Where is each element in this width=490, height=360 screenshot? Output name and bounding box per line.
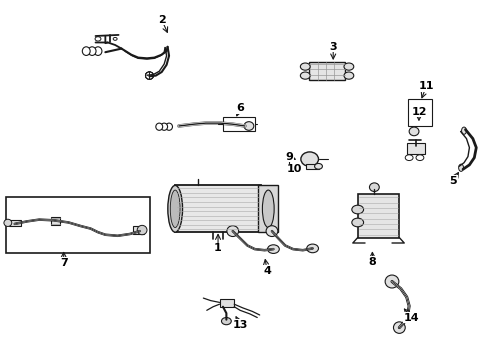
Ellipse shape xyxy=(227,226,239,237)
Text: 1: 1 xyxy=(214,243,222,253)
Ellipse shape xyxy=(156,123,163,130)
Ellipse shape xyxy=(161,123,168,130)
Ellipse shape xyxy=(266,226,278,237)
Bar xyxy=(9,220,21,226)
Ellipse shape xyxy=(146,72,153,79)
Bar xyxy=(51,217,60,225)
Bar xyxy=(407,143,425,154)
Text: 7: 7 xyxy=(60,258,68,268)
Ellipse shape xyxy=(268,245,279,253)
Bar xyxy=(6,197,150,253)
Bar xyxy=(259,185,278,232)
Bar xyxy=(358,194,399,238)
Ellipse shape xyxy=(82,47,90,55)
Bar xyxy=(223,117,255,131)
Text: 2: 2 xyxy=(158,15,166,25)
Ellipse shape xyxy=(146,72,153,79)
Ellipse shape xyxy=(405,155,413,161)
Ellipse shape xyxy=(4,219,12,226)
Ellipse shape xyxy=(300,72,310,79)
Ellipse shape xyxy=(166,123,172,130)
Text: 9: 9 xyxy=(285,152,293,162)
Ellipse shape xyxy=(462,127,466,134)
Ellipse shape xyxy=(412,144,419,150)
Text: 13: 13 xyxy=(232,320,248,330)
Ellipse shape xyxy=(113,37,117,40)
Text: 5: 5 xyxy=(449,176,457,186)
Ellipse shape xyxy=(393,322,405,333)
Ellipse shape xyxy=(300,63,310,70)
Ellipse shape xyxy=(301,152,318,166)
Ellipse shape xyxy=(244,122,254,130)
Ellipse shape xyxy=(459,164,464,171)
Ellipse shape xyxy=(315,163,322,169)
Ellipse shape xyxy=(94,47,102,55)
Bar xyxy=(408,99,432,126)
Bar xyxy=(309,62,345,80)
Ellipse shape xyxy=(352,205,364,214)
Ellipse shape xyxy=(409,127,419,136)
Ellipse shape xyxy=(352,218,364,227)
Text: 6: 6 xyxy=(236,103,244,113)
Text: 8: 8 xyxy=(368,257,376,267)
Ellipse shape xyxy=(146,72,153,79)
Ellipse shape xyxy=(137,225,147,235)
Text: 12: 12 xyxy=(411,107,427,117)
Bar xyxy=(306,164,318,169)
Ellipse shape xyxy=(221,318,231,325)
Text: 11: 11 xyxy=(418,81,434,91)
Ellipse shape xyxy=(385,275,399,288)
Ellipse shape xyxy=(416,155,424,161)
Ellipse shape xyxy=(344,63,354,70)
Ellipse shape xyxy=(263,190,274,228)
Ellipse shape xyxy=(369,183,379,192)
Text: 4: 4 xyxy=(263,266,271,276)
Bar xyxy=(133,226,144,234)
Ellipse shape xyxy=(307,244,318,253)
Ellipse shape xyxy=(95,37,101,41)
Text: 14: 14 xyxy=(404,312,419,323)
Ellipse shape xyxy=(344,72,354,79)
Ellipse shape xyxy=(171,190,180,228)
Text: 10: 10 xyxy=(286,164,302,174)
Ellipse shape xyxy=(146,72,153,79)
Text: 3: 3 xyxy=(329,42,337,52)
Bar xyxy=(175,185,261,232)
Ellipse shape xyxy=(168,185,183,232)
Ellipse shape xyxy=(88,47,96,55)
Bar xyxy=(220,299,234,307)
